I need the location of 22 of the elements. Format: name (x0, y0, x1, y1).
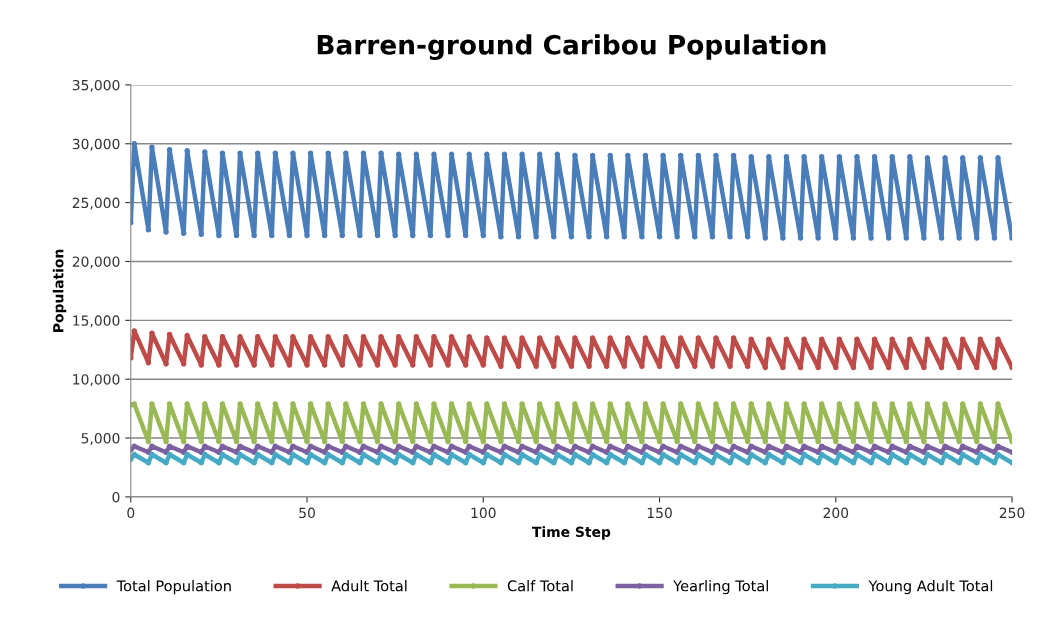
legend-label: Total Population (116, 580, 231, 595)
legend-label: Yearling Total (673, 580, 768, 595)
x-axis-title: Time Step (532, 526, 611, 540)
legend-label: Young Adult Total (868, 580, 993, 595)
legend-label: Adult Total (331, 580, 407, 592)
y-tick-label: 20,000 (72, 256, 120, 269)
y-tick-label: 25,000 (72, 197, 120, 210)
y-tick-label: 15,000 (73, 315, 120, 328)
y-tick-label: 30,000 (72, 138, 120, 151)
y-tick-label: 5,000 (81, 433, 120, 445)
x-tick-label: 100 (471, 507, 496, 519)
legend-label: Calf Total (507, 580, 573, 592)
y-axis-title: Population (52, 249, 67, 332)
chart-title: Barren-ground Caribou Population (317, 34, 826, 61)
x-tick-label: 0 (127, 507, 135, 519)
y-tick-label: 35,000 (72, 79, 120, 92)
x-tick-label: 200 (823, 507, 849, 519)
x-tick-label: 150 (647, 507, 672, 519)
y-tick-label: 0 (112, 491, 120, 503)
x-tick-label: 250 (999, 507, 1025, 519)
x-tick-label: 50 (299, 507, 315, 519)
y-tick-label: 10,000 (73, 374, 120, 387)
